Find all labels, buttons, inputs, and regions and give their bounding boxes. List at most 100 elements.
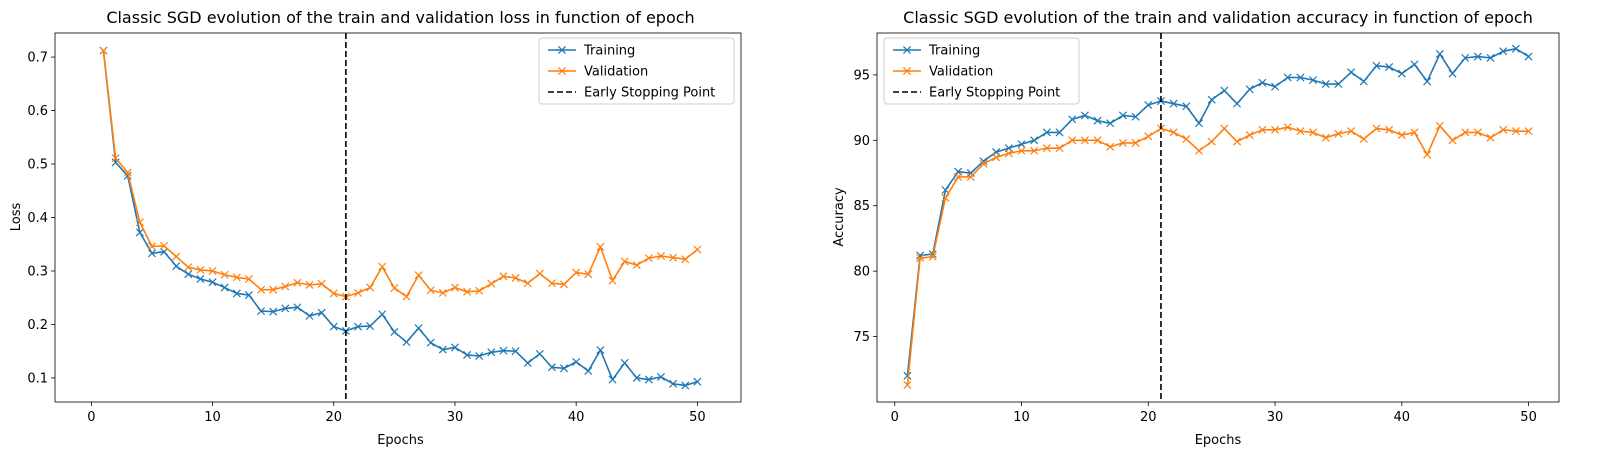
legend-label: Training: [928, 44, 980, 59]
data-point-training: [560, 364, 569, 373]
series-line-validation: [102, 50, 698, 298]
data-point-training: [693, 377, 702, 386]
data-point-training: [329, 322, 338, 331]
data-point-validation: [184, 263, 193, 272]
data-point-validation: [475, 286, 484, 295]
data-point-training: [1271, 82, 1280, 91]
data-point-validation: [928, 252, 937, 261]
data-point-validation: [903, 380, 912, 390]
data-point-training: [269, 307, 278, 316]
data-point-validation: [535, 269, 544, 278]
data-point-validation: [1144, 132, 1153, 141]
x-tick-label: 20: [325, 410, 342, 425]
data-point-training: [681, 381, 690, 390]
data-point-training: [366, 322, 375, 331]
data-point-validation: [1030, 146, 1039, 155]
legend-marker: [557, 45, 567, 55]
data-point-validation: [317, 279, 326, 288]
chart-title: Classic SGD evolution of the train and v…: [106, 8, 694, 27]
y-tick-label: 75: [853, 330, 870, 345]
data-point-training: [390, 327, 399, 336]
data-point-training: [1309, 76, 1318, 85]
data-point-training: [450, 343, 459, 352]
data-point-validation: [1093, 136, 1102, 145]
y-tick-label: 95: [853, 68, 870, 83]
data-point-validation: [1017, 146, 1026, 155]
data-point-validation: [257, 285, 266, 294]
data-point-validation: [1347, 127, 1356, 136]
data-point-validation: [414, 271, 423, 280]
y-tick-label: 0.1: [27, 371, 48, 386]
data-point-validation: [147, 242, 156, 251]
data-point-validation: [390, 284, 399, 293]
data-point-validation: [438, 288, 447, 297]
data-point-training: [244, 291, 253, 300]
y-tick-label: 0.5: [27, 158, 48, 173]
data-point-training: [644, 375, 653, 384]
data-point-training: [669, 379, 678, 388]
data-point-validation: [172, 252, 181, 261]
data-point-validation: [123, 168, 132, 177]
data-point-training: [535, 349, 544, 358]
data-point-validation: [954, 172, 963, 181]
data-point-validation: [450, 283, 459, 292]
data-point-training: [414, 324, 423, 333]
legend-label: Validation: [929, 65, 993, 80]
data-point-training: [475, 351, 484, 361]
data-point-validation: [608, 276, 617, 285]
data-point-validation: [196, 265, 205, 274]
data-point-training: [608, 375, 617, 384]
data-point-validation: [1499, 125, 1508, 134]
data-point-validation: [160, 241, 169, 250]
data-point-training: [293, 303, 302, 312]
data-point-validation: [656, 251, 666, 261]
data-point-training: [1397, 69, 1406, 78]
data-point-validation: [1511, 127, 1520, 136]
data-point-validation: [220, 270, 229, 279]
y-tick-label: 0.3: [27, 264, 48, 279]
data-point-training: [1334, 80, 1343, 89]
data-point-training: [499, 346, 508, 355]
data-point-training: [1435, 49, 1444, 58]
data-point-validation: [669, 253, 678, 262]
data-point-validation: [1068, 136, 1077, 145]
data-point-validation: [1359, 134, 1368, 144]
data-point-training: [903, 371, 912, 380]
data-point-validation: [402, 292, 411, 301]
data-point-training: [463, 350, 472, 359]
data-point-training: [160, 247, 169, 256]
data-point-training: [378, 310, 387, 319]
legend-label: Early Stopping Point: [929, 86, 1060, 101]
data-point-validation: [979, 159, 988, 168]
data-point-validation: [681, 255, 690, 264]
data-point-validation: [353, 288, 363, 297]
data-point-training: [1524, 52, 1533, 61]
data-point-training: [1511, 44, 1520, 53]
data-point-training: [632, 373, 641, 382]
y-tick-label: 0.7: [27, 51, 48, 66]
data-point-training: [1423, 77, 1432, 86]
data-point-training: [438, 345, 447, 354]
data-point-validation: [293, 278, 302, 287]
data-point-training: [523, 358, 532, 367]
data-point-training: [184, 270, 193, 279]
data-point-training: [1169, 99, 1178, 108]
data-point-validation: [1055, 144, 1064, 153]
data-point-training: [1068, 115, 1077, 124]
data-point-training: [305, 311, 314, 320]
data-point-training: [656, 372, 666, 381]
data-point-training: [1321, 80, 1330, 89]
data-point-training: [232, 289, 241, 298]
data-point-training: [1359, 77, 1368, 86]
data-point-training: [1461, 53, 1470, 62]
data-point-validation: [966, 172, 975, 181]
accuracy-chart: Classic SGD evolution of the train and v…: [832, 8, 1560, 448]
legend: Training Validation Early Stopping Point: [538, 37, 735, 105]
data-point-training: [1245, 85, 1254, 94]
data-point-validation: [560, 280, 569, 289]
x-tick-label: 10: [204, 410, 221, 425]
data-point-validation: [632, 261, 641, 270]
data-point-training: [1055, 128, 1064, 137]
series-line-training: [102, 50, 698, 387]
data-point-validation: [1461, 128, 1470, 137]
